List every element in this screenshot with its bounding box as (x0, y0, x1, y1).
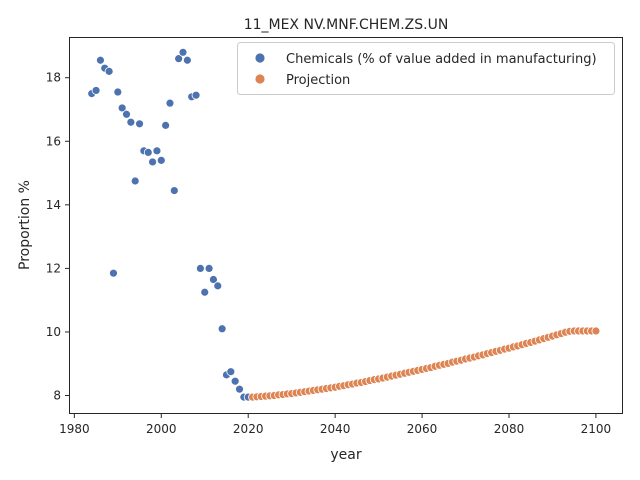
series-0-point-30 (217, 324, 227, 334)
x-tick-label-4: 2060 (407, 422, 438, 436)
series-0-point-4 (104, 66, 114, 76)
series-0-point-13 (143, 148, 153, 157)
series-0-point-32 (226, 367, 236, 377)
y-tick-label-4: 16 (46, 134, 61, 148)
series-0-point-6 (113, 87, 123, 97)
y-tick-label-1: 10 (46, 325, 61, 339)
x-tick-label-2: 2020 (233, 422, 264, 436)
series-0-point-27 (204, 263, 214, 273)
y-axis: 8 10 12 14 16 18 (46, 71, 70, 403)
x-tick-label-6: 2100 (581, 422, 612, 436)
legend-box (237, 42, 615, 95)
legend: Chemicals (% of value added in manufactu… (237, 42, 615, 95)
y-axis-label: Proportion % (17, 180, 33, 270)
legend-marker-1 (254, 73, 266, 85)
plot-marks (87, 47, 601, 402)
series-0-point-28 (209, 275, 218, 284)
x-axis: 1980 2000 2020 2040 2060 2080 2100 (59, 413, 611, 436)
plot-frame (69, 37, 623, 414)
legend-label-0: Chemicals (% of value added in manufactu… (286, 52, 597, 67)
y-tick-label-3: 14 (46, 198, 61, 212)
series-0-point-33 (230, 376, 240, 386)
chart-title: 11_MEX NV.MNF.CHEM.ZS.UN (244, 17, 449, 33)
series-0-point-7 (117, 103, 127, 113)
series-0-point-5 (109, 268, 118, 278)
series-0-point-10 (130, 176, 140, 186)
series-0-point-19 (169, 186, 179, 195)
x-tick-label-1: 2000 (146, 422, 177, 436)
series-0-point-29 (213, 281, 223, 291)
series-0-point-18 (165, 98, 175, 108)
series-0-point-16 (156, 155, 166, 165)
y-tick-label-0: 8 (53, 389, 61, 403)
y-tick-label-5: 18 (46, 71, 61, 85)
x-tick-label-5: 2080 (494, 422, 525, 436)
series-0-point-15 (152, 146, 162, 156)
x-tick-label-0: 1980 (59, 422, 90, 436)
series-1-point-79 (591, 326, 601, 336)
series-0-point-24 (191, 90, 201, 100)
y-tick-label-2: 12 (46, 261, 61, 275)
series-0-point-21 (178, 47, 188, 57)
series-0-point-2 (96, 55, 105, 65)
series-0-point-22 (182, 55, 192, 65)
series-0-point-34 (235, 384, 244, 394)
series-0-point-9 (126, 117, 136, 127)
series-0-point-8 (122, 109, 131, 119)
x-axis-label: year (330, 447, 361, 463)
series-0-point-1 (91, 86, 101, 95)
series-0-point-14 (148, 157, 157, 167)
series-0-point-20 (174, 54, 184, 64)
series-0-point-25 (195, 263, 205, 273)
x-tick-label-3: 2040 (320, 422, 351, 436)
legend-marker-0 (254, 52, 266, 64)
series-0-point-11 (135, 119, 144, 129)
series-0-point-17 (161, 120, 171, 130)
series-0-point-26 (200, 287, 210, 297)
legend-label-1: Projection (286, 73, 350, 88)
